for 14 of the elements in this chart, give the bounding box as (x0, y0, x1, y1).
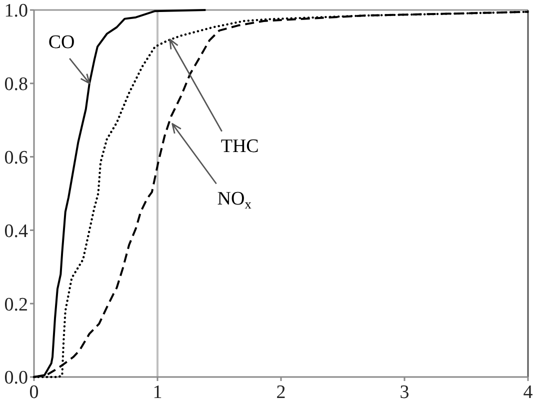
x-tick-label: 3 (400, 382, 410, 403)
annotation: CO (48, 32, 75, 54)
y-tick-label: 0.6 (4, 147, 28, 168)
y-tick-label: 0.2 (4, 294, 28, 316)
x-tick-label: 2 (276, 382, 286, 403)
y-tick-label: 1.0 (4, 0, 28, 22)
y-tick-label: 0.4 (4, 220, 28, 242)
y-tick-label: 0.8 (4, 74, 28, 96)
x-tick-label: 4 (523, 382, 534, 403)
annotation: NO$_{x}$ (217, 188, 252, 212)
y-tick-label: 0.0 (4, 368, 28, 389)
annotation: THC (220, 136, 259, 158)
x-tick-label: 1 (152, 382, 162, 403)
x-tick-label: 0 (29, 382, 39, 403)
